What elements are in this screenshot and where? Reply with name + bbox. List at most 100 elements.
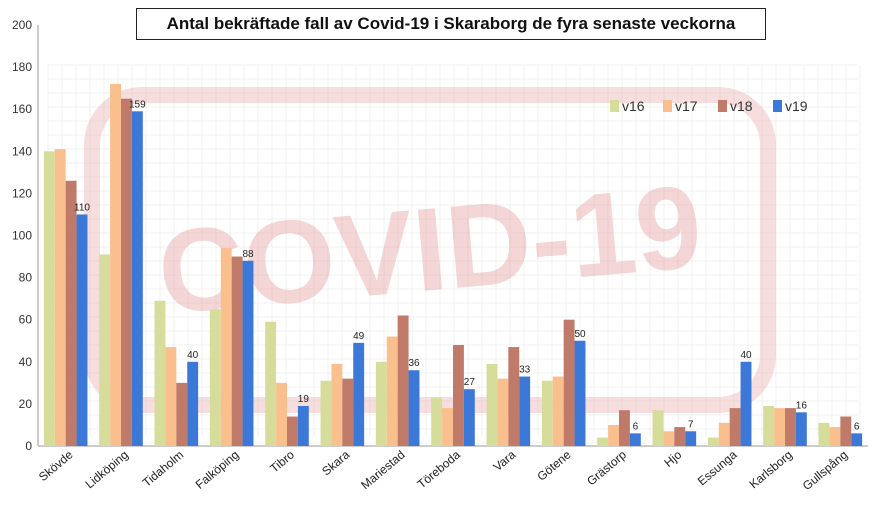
y-tick-label: 20 bbox=[19, 397, 33, 411]
bars bbox=[43, 83, 863, 447]
bar-v16 bbox=[597, 437, 609, 446]
bar-v17 bbox=[497, 378, 509, 446]
bar-v16 bbox=[541, 380, 553, 446]
x-tick-label: Tibro bbox=[267, 447, 297, 475]
bar-v16 bbox=[486, 363, 498, 446]
data-label: 7 bbox=[688, 419, 694, 430]
bar-v17 bbox=[663, 431, 675, 446]
x-tick-label: Hjo bbox=[661, 447, 684, 470]
data-label: 40 bbox=[187, 350, 199, 361]
data-label: 33 bbox=[519, 365, 531, 376]
bar-v16 bbox=[265, 321, 277, 446]
bar-v17 bbox=[552, 376, 564, 446]
x-tick-label: Grästorp bbox=[584, 447, 629, 488]
legend-swatch-v17 bbox=[663, 100, 672, 112]
data-label: 36 bbox=[408, 358, 420, 369]
bar-v17 bbox=[110, 83, 121, 446]
y-tick-label: 100 bbox=[12, 229, 32, 243]
data-label: 16 bbox=[796, 400, 808, 411]
data-label: 49 bbox=[353, 331, 365, 342]
bar-v19 bbox=[463, 389, 475, 446]
x-tick-label: Tidaholm bbox=[140, 448, 186, 490]
data-label: 6 bbox=[633, 421, 639, 432]
bar-v16 bbox=[209, 309, 221, 446]
legend-label-v17: v17 bbox=[675, 98, 698, 114]
bar-v16 bbox=[763, 406, 775, 446]
bar-v17 bbox=[165, 347, 177, 446]
legend-swatch-v18 bbox=[718, 100, 727, 112]
bar-v18 bbox=[65, 180, 77, 446]
bar-v16 bbox=[431, 397, 443, 446]
data-label: 19 bbox=[298, 394, 310, 405]
bar-v16 bbox=[154, 300, 166, 446]
bar-v17 bbox=[54, 149, 66, 446]
x-tick-label: Töreboda bbox=[415, 447, 464, 491]
legend-label-v18: v18 bbox=[730, 98, 753, 114]
x-tick-label: Falköping bbox=[193, 448, 242, 492]
data-label: 50 bbox=[574, 329, 586, 340]
bar-v18 bbox=[287, 416, 298, 446]
bar-v18 bbox=[785, 408, 796, 446]
bar-v18 bbox=[674, 427, 686, 446]
legend-swatch-v16 bbox=[610, 100, 619, 112]
bar-v18 bbox=[563, 319, 575, 446]
bar-v17 bbox=[608, 424, 619, 446]
bar-v19 bbox=[131, 111, 143, 447]
bar-v18 bbox=[121, 98, 132, 447]
bar-v19 bbox=[76, 214, 88, 446]
y-tick-label: 140 bbox=[12, 144, 32, 158]
bar-v17 bbox=[220, 248, 232, 446]
bar-v19 bbox=[629, 433, 641, 446]
legend-label-v16: v16 bbox=[622, 98, 645, 114]
bar-v18 bbox=[840, 416, 852, 446]
bar-v18 bbox=[453, 344, 464, 446]
y-tick-label: 120 bbox=[12, 186, 32, 200]
bar-v19 bbox=[851, 433, 863, 446]
bar-v16 bbox=[43, 151, 55, 447]
bar-v19 bbox=[740, 361, 752, 446]
bar-v16 bbox=[818, 422, 830, 446]
stamp-border bbox=[84, 87, 776, 413]
bar-v19 bbox=[297, 406, 309, 446]
bar-v17 bbox=[276, 382, 287, 446]
y-tick-label: 200 bbox=[12, 18, 32, 32]
bar-v19 bbox=[519, 376, 531, 446]
y-tick-label: 160 bbox=[12, 102, 32, 116]
bar-v18 bbox=[508, 347, 520, 446]
bar-v17 bbox=[442, 408, 453, 446]
legend-label-v19: v19 bbox=[785, 98, 808, 114]
x-tick-label: Essunga bbox=[695, 447, 740, 488]
x-tick-label: Skara bbox=[319, 447, 352, 478]
data-label: 40 bbox=[740, 350, 752, 361]
bar-v18 bbox=[729, 408, 741, 446]
bar-v19 bbox=[685, 431, 697, 446]
x-tick-label: Gullspång bbox=[800, 448, 850, 493]
bar-v19 bbox=[242, 260, 254, 446]
bar-v16 bbox=[652, 410, 664, 446]
data-label: 110 bbox=[74, 202, 90, 213]
bar-v19 bbox=[408, 370, 420, 446]
bar-v16 bbox=[320, 380, 332, 446]
bar-v17 bbox=[829, 427, 841, 446]
x-tick-label: Karlsborg bbox=[747, 448, 795, 492]
y-tick-label: 40 bbox=[19, 355, 33, 369]
bar-v18 bbox=[342, 378, 354, 446]
bar-v16 bbox=[99, 254, 111, 446]
y-tick-label: 60 bbox=[19, 313, 33, 327]
bar-v17 bbox=[718, 422, 730, 446]
bar-v16 bbox=[707, 437, 719, 446]
bar-v17 bbox=[331, 363, 343, 446]
data-label: 6 bbox=[854, 421, 860, 432]
x-tick-label: Lidköping bbox=[83, 448, 131, 492]
legend-swatch-v19 bbox=[773, 100, 782, 112]
bar-v19 bbox=[353, 342, 365, 446]
data-label: 88 bbox=[242, 249, 254, 260]
y-tick-label: 180 bbox=[12, 60, 32, 74]
bar-v18 bbox=[397, 315, 409, 446]
bar-v19 bbox=[795, 412, 807, 446]
x-tick-label: Mariestad bbox=[358, 448, 407, 493]
chart-title: Antal bekräftade fall av Covid-19 i Skar… bbox=[136, 8, 766, 40]
x-tick-label: Vara bbox=[491, 447, 519, 474]
